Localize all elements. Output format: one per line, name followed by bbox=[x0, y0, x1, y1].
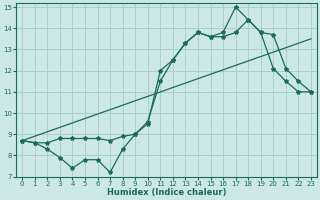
X-axis label: Humidex (Indice chaleur): Humidex (Indice chaleur) bbox=[107, 188, 226, 197]
